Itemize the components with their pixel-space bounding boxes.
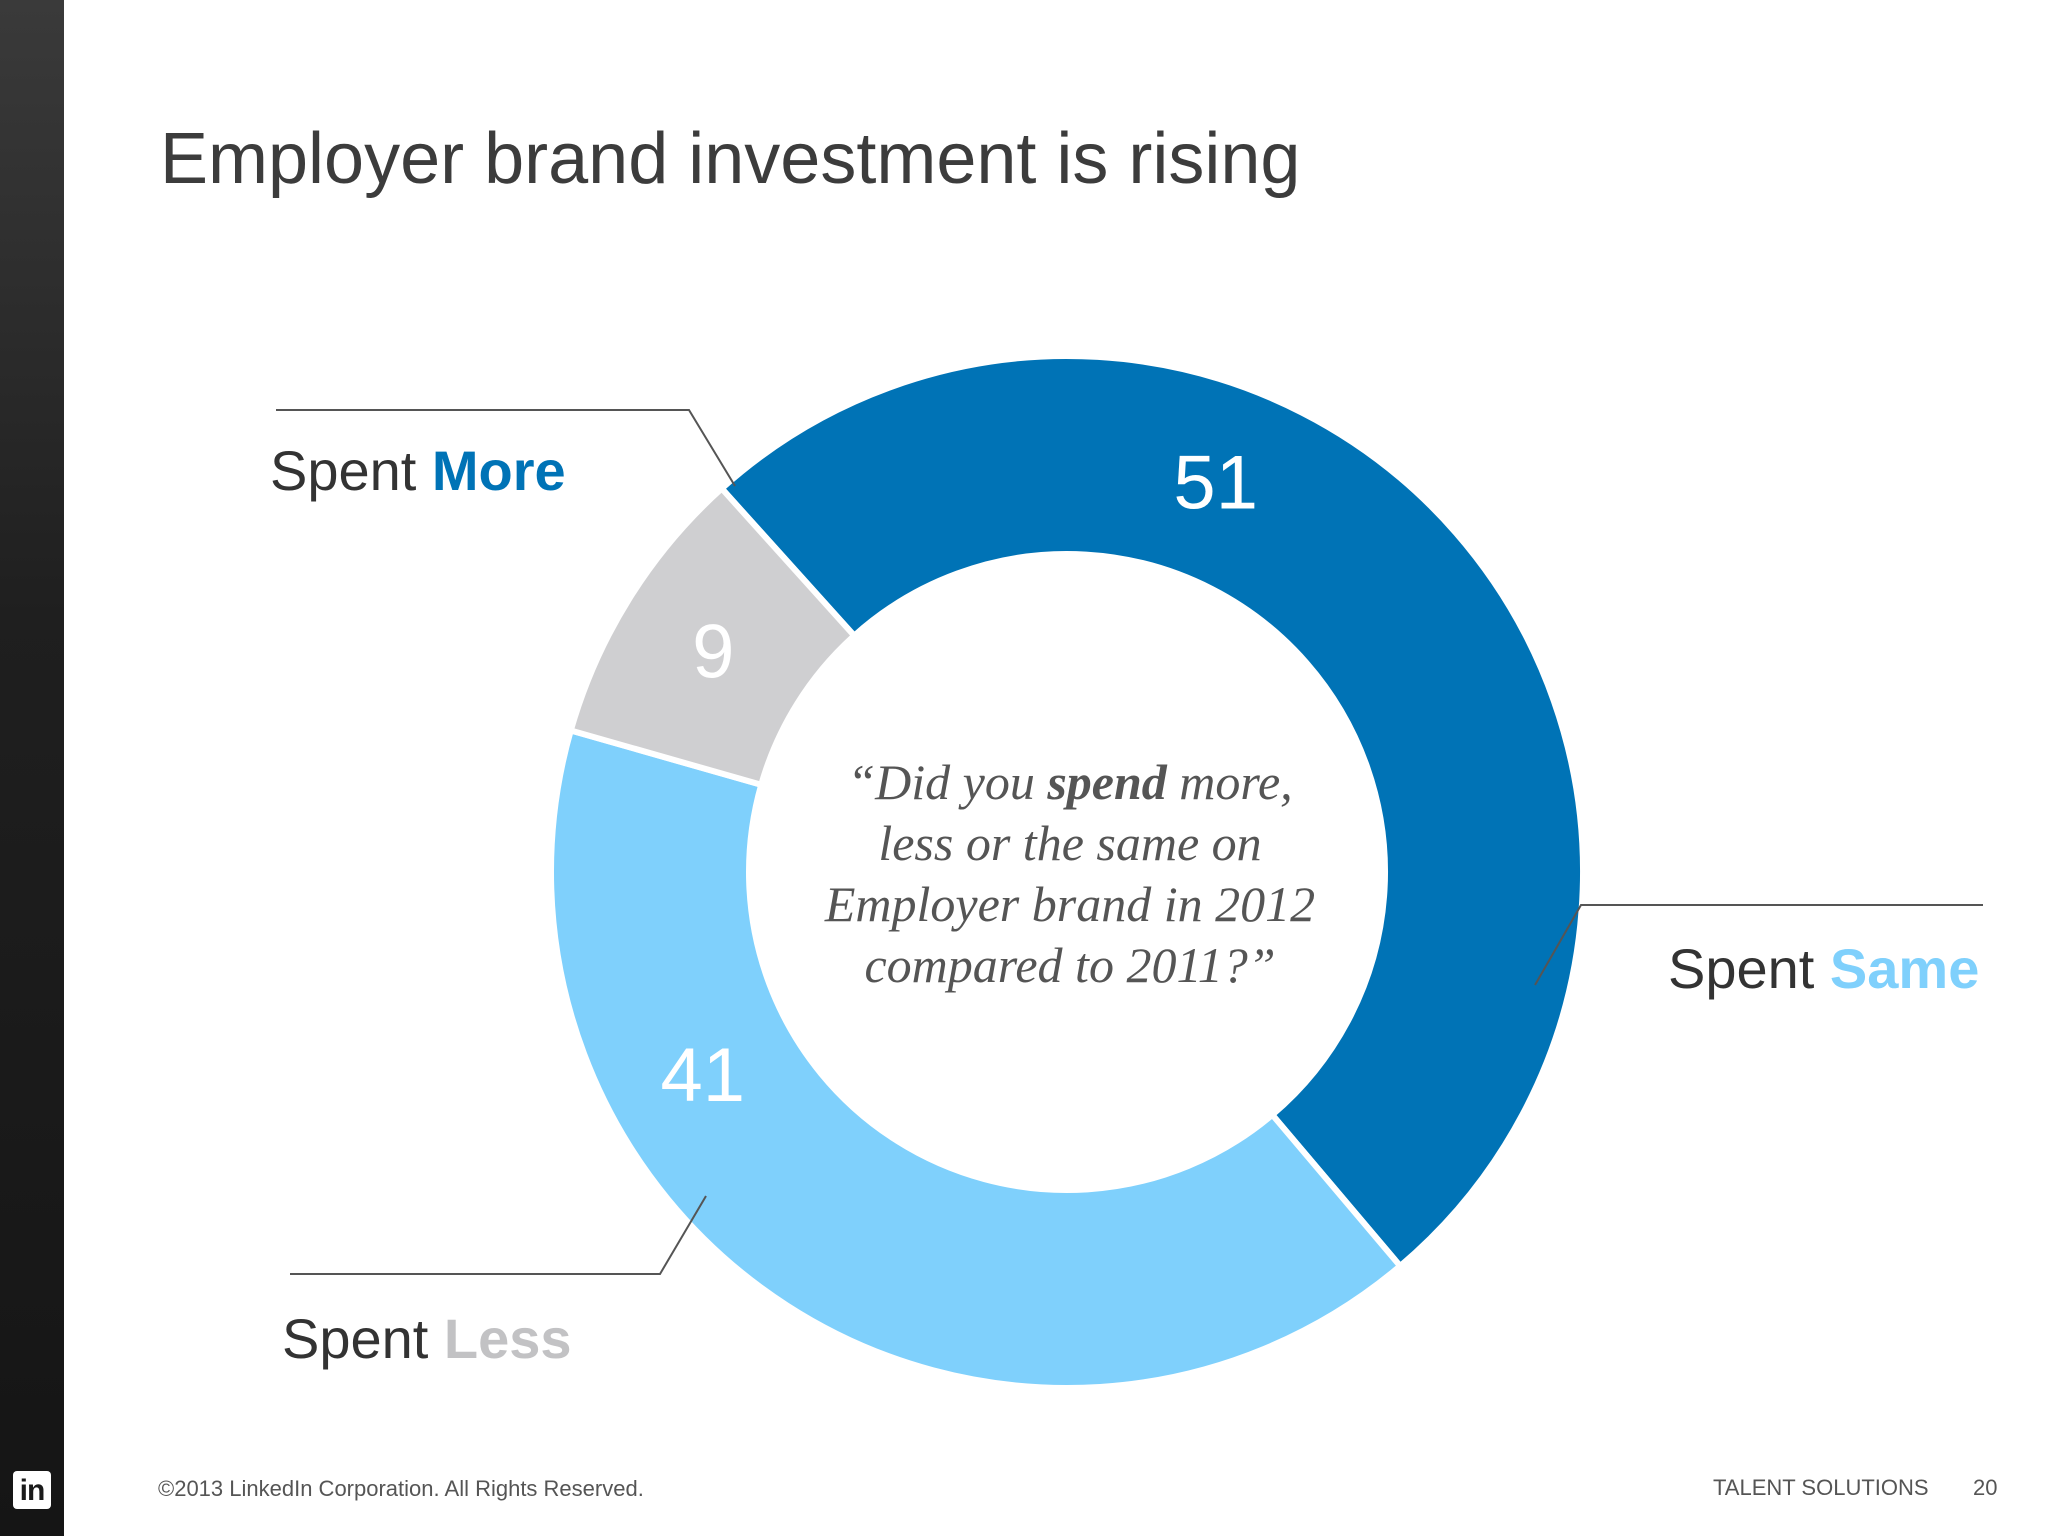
leader-line-less [290, 1195, 707, 1275]
side-bar [0, 0, 64, 1536]
center-question: “Did you spend more, less or the same on… [760, 752, 1380, 996]
slice-more [717, 353, 1586, 1271]
leader-line-same [1534, 904, 1983, 986]
center-question-line-3: Employer brand in 2012 [824, 876, 1316, 932]
slice-same [548, 726, 1405, 1391]
center-question-line-1: “Did you spend more, [847, 754, 1293, 810]
category-accent-same: Same [1829, 937, 1980, 1000]
footer-copyright: ©2013 LinkedIn Corporation. All Rights R… [158, 1476, 644, 1501]
leader-lines [276, 409, 1983, 1275]
category-label-less: Spent Less [282, 1307, 572, 1370]
value-label-more: 51 [1173, 440, 1258, 525]
category-label-more: Spent More [270, 439, 566, 502]
value-label-same: 41 [661, 1033, 746, 1118]
category-accent-more: More [431, 439, 566, 502]
linkedin-logo-icon: in [13, 1471, 51, 1509]
category-label-same: Spent Same [1668, 937, 1980, 1000]
footer-page-number: 20 [1973, 1475, 1998, 1500]
donut-slices [548, 353, 1586, 1391]
category-accent-less: Less [443, 1307, 572, 1370]
value-label-less: 9 [692, 609, 734, 694]
slice-less [567, 484, 859, 789]
slide-title: Employer brand investment is rising [160, 119, 1301, 199]
value-labels: 51 41 9 [661, 440, 1258, 1118]
center-question-line-2: less or the same on [878, 815, 1262, 871]
leader-line-more [276, 409, 736, 487]
footer-brand: TALENT SOLUTIONS [1713, 1475, 1929, 1500]
center-question-line-4: compared to 2011?” [864, 937, 1276, 993]
